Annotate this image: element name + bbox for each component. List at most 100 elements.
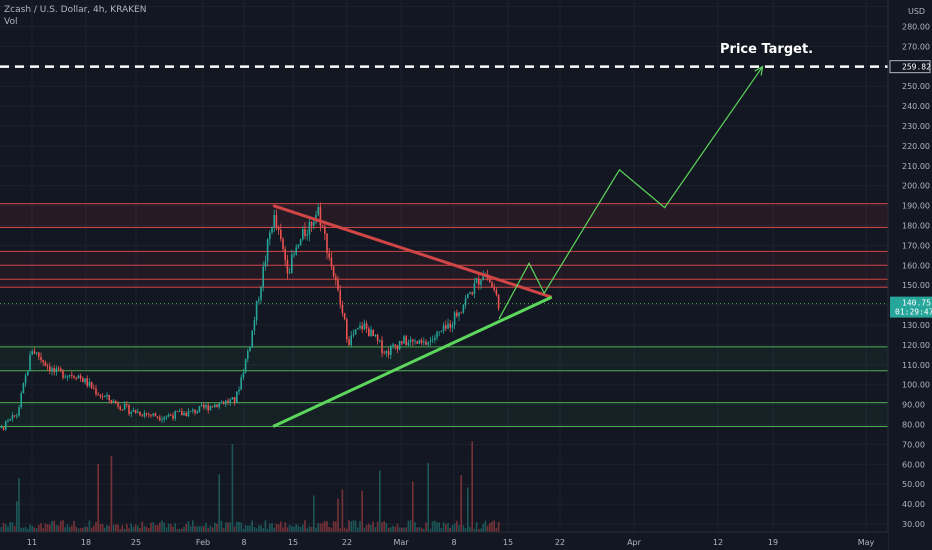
candle <box>321 225 324 227</box>
candle <box>33 351 36 354</box>
volume-bar <box>207 527 210 532</box>
price-target-tag-label: 259.82 <box>902 63 931 72</box>
candle <box>326 233 328 254</box>
candle <box>359 325 361 329</box>
candle <box>167 414 170 417</box>
candle <box>137 411 139 414</box>
volume-bar <box>231 444 234 532</box>
candle <box>354 329 357 335</box>
candle <box>106 394 108 397</box>
volume-bar <box>328 526 331 532</box>
volume-bar <box>438 522 441 532</box>
volume-bar <box>38 524 40 532</box>
candle <box>489 278 491 283</box>
candle <box>46 366 49 367</box>
volume-bar <box>242 528 245 532</box>
candle <box>286 260 289 274</box>
volume-bar <box>196 526 199 532</box>
candle <box>308 221 311 235</box>
time-axis[interactable]: 11 18 25 Feb 8 15 22 Mar 8 15 22 Apr 12 19 May <box>0 531 888 550</box>
volume-bar <box>16 501 18 532</box>
candle <box>75 377 78 379</box>
candle <box>156 416 159 418</box>
candle <box>187 411 190 417</box>
volume-bar <box>288 524 291 532</box>
candle <box>71 375 73 377</box>
candle <box>282 238 284 250</box>
candle <box>337 280 339 291</box>
candle <box>447 323 449 329</box>
volume-bar <box>44 523 47 532</box>
candle <box>357 328 359 330</box>
candle <box>66 375 69 377</box>
candle <box>374 334 377 336</box>
price-tick-label: 40.00 <box>902 500 925 509</box>
candle <box>183 412 185 416</box>
volume-bar <box>310 526 313 532</box>
candle <box>192 409 194 411</box>
candle <box>247 350 249 360</box>
time-tick-label: 25 <box>131 538 141 547</box>
triangle-lower-line <box>272 295 553 428</box>
candle <box>387 351 390 355</box>
volume-bar <box>398 527 401 532</box>
support-zone <box>0 402 888 427</box>
volume-bar <box>339 528 342 532</box>
candle <box>280 229 282 239</box>
volume-bar <box>361 490 364 532</box>
volume-bar <box>493 520 496 532</box>
volume-bar <box>416 527 419 532</box>
candle <box>225 400 227 405</box>
candle <box>73 376 75 378</box>
volume-bar <box>60 521 62 532</box>
candle <box>60 368 62 371</box>
projection-path <box>498 65 764 320</box>
volume-bar <box>7 526 9 532</box>
volume-bar <box>29 524 31 532</box>
volume-bar <box>104 527 106 532</box>
candle <box>414 341 416 342</box>
candle <box>148 414 150 415</box>
last-price-countdown: 01:29:47 <box>895 308 932 317</box>
candle <box>427 341 430 345</box>
candle <box>416 341 419 344</box>
candle <box>82 378 84 383</box>
price-tick-label: 50.00 <box>902 480 925 489</box>
volume-bar <box>469 527 471 532</box>
candle <box>178 411 181 412</box>
volume-bar <box>497 521 500 532</box>
candle <box>13 415 16 417</box>
projection-arrowhead <box>754 65 764 76</box>
candle <box>473 283 476 295</box>
volume-bar <box>260 525 262 532</box>
candle <box>288 272 291 274</box>
candle <box>390 345 392 355</box>
volume-bar <box>86 526 89 532</box>
volume-bar <box>240 522 243 532</box>
volume-bar <box>112 524 115 532</box>
volume-bar <box>258 525 260 532</box>
volume-bar <box>286 527 289 532</box>
candle <box>29 354 31 371</box>
candle <box>266 239 269 262</box>
candle <box>222 402 225 405</box>
candle <box>5 421 7 430</box>
price-tick-label: 270.00 <box>902 42 930 51</box>
price-tick-label: 100.00 <box>902 381 930 390</box>
volume-bar <box>99 523 102 532</box>
candle <box>7 420 9 422</box>
candle <box>181 411 183 416</box>
candle <box>352 334 355 336</box>
candle <box>132 409 135 412</box>
volume-bar <box>482 523 485 532</box>
volume-bar <box>262 528 265 532</box>
volume-bar <box>425 522 427 532</box>
volume-bar <box>277 524 280 532</box>
projection-line <box>498 66 764 320</box>
volume-bar <box>178 528 181 532</box>
price-axis[interactable]: 30.00 40.00 50.00 60.00 70.00 80.00 90.00 100.0… <box>887 0 932 550</box>
volume-bar <box>414 522 416 532</box>
volume-bar <box>376 521 379 532</box>
volume-bar <box>53 520 56 532</box>
